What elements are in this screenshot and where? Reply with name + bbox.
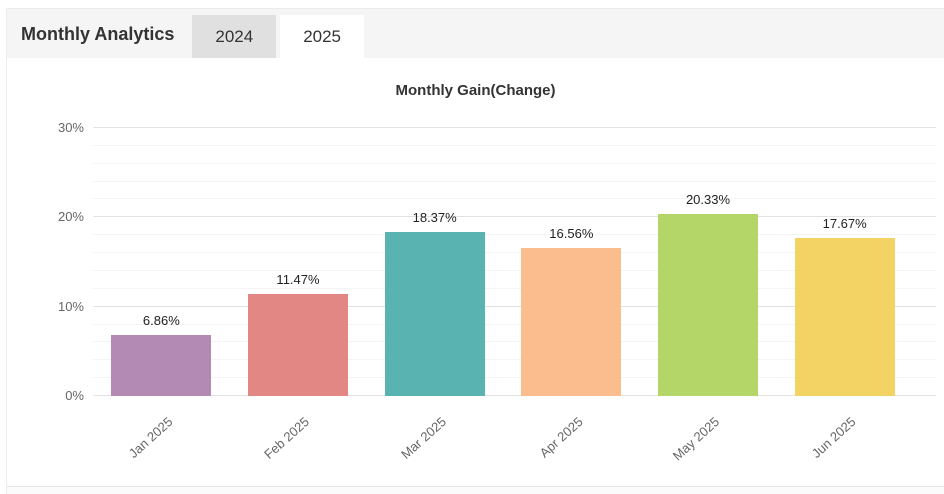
x-axis-tick-label: May 2025 — [669, 414, 723, 464]
x-axis-tick-label: Feb 2025 — [261, 414, 313, 462]
gridline — [93, 234, 936, 236]
bottom-divider — [7, 486, 944, 494]
bar-jun-2025 — [794, 238, 895, 396]
tab-2024[interactable]: 2024 — [192, 15, 277, 58]
bar-value-label: 16.56% — [549, 226, 594, 242]
x-axis-tick-label: Jan 2025 — [125, 414, 176, 461]
x-axis-tick-label: Apr 2025 — [536, 414, 586, 461]
tab-2025[interactable]: 2025 — [280, 15, 365, 58]
gridline — [93, 252, 936, 254]
x-axis-tick-label: Mar 2025 — [397, 414, 449, 462]
gridline — [93, 198, 936, 200]
gridline — [93, 395, 936, 396]
bar-feb-2025 — [248, 293, 348, 396]
bar-jan-2025 — [111, 334, 212, 396]
bar-value-label: 11.47% — [276, 271, 320, 287]
gridline — [93, 287, 936, 289]
y-axis-tick-label: 30% — [57, 120, 84, 135]
chart-title: Monthly Gain(Change) — [395, 82, 556, 99]
year-tabs: 2024 2025 — [192, 15, 365, 58]
gridline — [93, 162, 936, 164]
x-axis-tick-label: Jun 2025 — [808, 414, 859, 461]
gridline — [93, 180, 936, 182]
gridline — [93, 377, 936, 379]
bar-mar-2025 — [384, 231, 485, 396]
panel-header: Monthly Analytics 2024 2025 — [7, 9, 944, 58]
gridline — [93, 359, 936, 361]
gridline — [93, 305, 936, 307]
gridline — [93, 269, 936, 271]
bar-value-label: 20.33% — [685, 192, 731, 208]
bar-apr-2025 — [521, 248, 622, 396]
gridline — [93, 341, 936, 343]
analytics-panel: Monthly Analytics 2024 2025 Monthly Gain… — [6, 8, 944, 494]
gridline — [93, 323, 936, 325]
y-axis-tick-label: 10% — [57, 298, 84, 314]
plot-area: 0% 10% 20% 30% 6.86% Jan 2025 11.47% Feb 2025 18… — [58, 120, 936, 463]
bar-value-label: 6.86% — [142, 312, 180, 328]
gridline — [93, 127, 936, 128]
gridline — [93, 144, 936, 146]
chart-card: Monthly Gain(Change) 0% 10% 20% 30% 6.86% Jan… — [7, 58, 944, 486]
y-axis-tick-label: 0% — [65, 388, 84, 403]
bar-may-2025 — [658, 214, 758, 396]
y-axis-tick-label: 20% — [57, 209, 84, 225]
gridline — [93, 216, 936, 218]
panel-title: Monthly Analytics — [21, 24, 175, 44]
bar-value-label: 18.37% — [412, 209, 457, 225]
bar-value-label: 17.67% — [822, 216, 867, 232]
